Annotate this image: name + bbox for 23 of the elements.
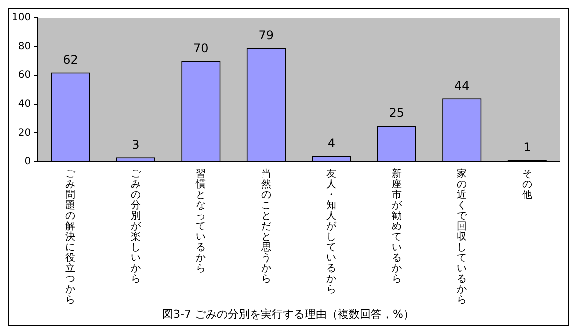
data-label: 44 — [454, 78, 470, 93]
category-label: 友人・知人がしているから — [326, 168, 337, 296]
category-label: 当然のことだと思うから — [261, 168, 272, 285]
data-label: 25 — [389, 106, 405, 120]
data-label: 1 — [524, 140, 532, 155]
data-label: 62 — [63, 52, 78, 67]
data-label: 70 — [194, 41, 209, 56]
y-tick-label: 80 — [18, 41, 32, 52]
text: 図3-7 ごみの分別を実行する理由（複数回答，%） — [162, 307, 416, 323]
x-tick-label: その他 — [522, 168, 532, 201]
category-label: 新座市が勧めているから — [392, 168, 402, 285]
y-tick-label: 0 — [24, 156, 32, 168]
data-label: 4 — [328, 136, 336, 150]
category-label: ごみの分別が楽しいから — [130, 168, 141, 285]
y-tick-label: 100 — [12, 12, 32, 24]
y-tick-label: 60 — [18, 70, 32, 82]
y-tick-label: 20 — [18, 128, 32, 139]
data-label: 3 — [132, 138, 140, 152]
category-label: 家の近くで回収しているから — [457, 168, 468, 306]
data-label: 79 — [258, 28, 274, 42]
y-tick-label: 40 — [18, 98, 32, 110]
category-label: 習慣となっているから — [196, 168, 206, 274]
category-label: ごみ問題の解決に役立つから — [66, 168, 76, 306]
